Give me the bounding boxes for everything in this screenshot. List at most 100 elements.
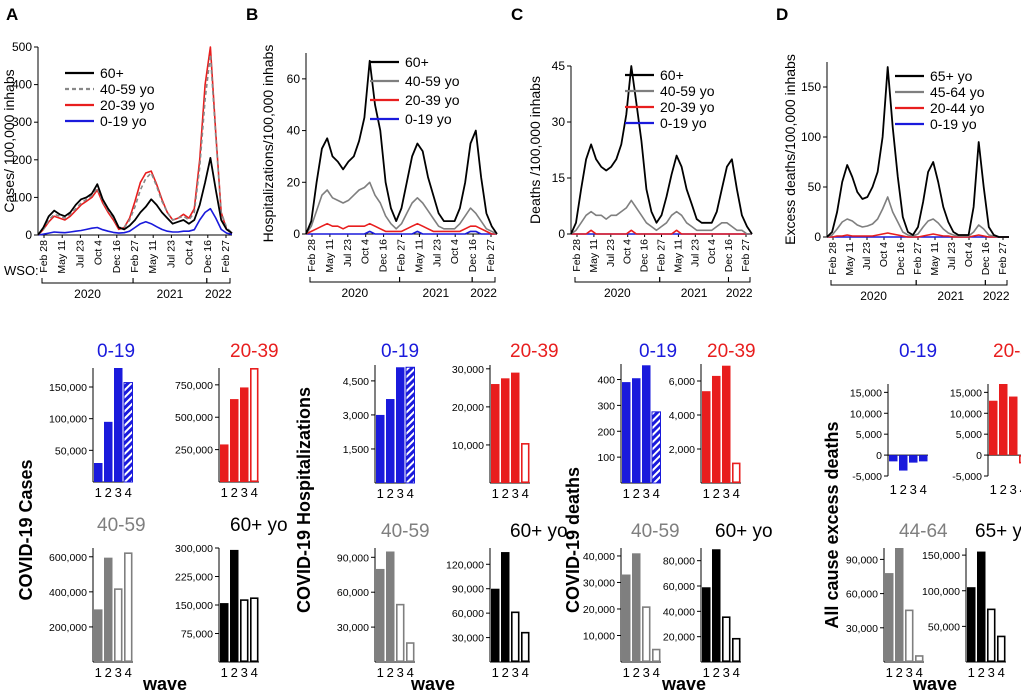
x-tick-label: 2 [633,486,640,501]
x-tick-label: Oct 4 [622,239,634,264]
x-tick-label: Dec 16 [639,239,651,272]
y-tick-label: 0 [293,227,300,241]
bar-group-D: All cause excess deaths wave 0-19 -5,000 0 5,… [822,341,1021,694]
bar [895,548,904,662]
small-bar-chart: 0-19 50,000 100,000 150,000 1 2 3 4 [49,341,135,500]
y-tick-label: 60,000 [452,608,484,620]
bar [240,599,249,662]
x-tick-label: Feb 27 [997,242,1009,275]
x-tick-label: 3 [512,486,519,501]
line-chart-C: C 0 15 30 45 Deaths /100,000 inhabs Feb 28 May … [511,5,753,300]
bar [491,588,500,662]
x-tick-label: Oct 4 [449,239,461,264]
bar [104,421,113,482]
x-tick-label: 1 [492,486,499,501]
year-bracket [471,277,496,283]
bar [651,411,661,484]
year-label: 2022 [470,286,497,300]
y-tick-label: 15,000 [850,387,882,399]
y-tick-label: 1,500 [343,444,369,456]
x-tick-label: 4 [653,486,660,501]
x-tick-label: 1 [886,665,893,680]
y-tick-label: 4,000 [669,410,695,422]
x-tick-label: May 11 [413,239,425,273]
small-chart-title: 60+ yo [510,521,568,542]
legend-label: 65+ yo [930,68,973,84]
small-chart-title: 20-39 [510,341,559,362]
x-tick-label: 3 [397,486,404,501]
x-tick-label: Jul 23 [165,240,177,268]
x-tick-label: 2 [978,665,985,680]
x-tick-label: 3 [723,665,730,680]
x-tick-label: Dec 16 [202,240,214,273]
y-tick-label: 150,000 [49,382,87,394]
y-tick-label: -5,000 [952,471,982,483]
small-bar-chart: 60+ yo 75,000 150,000 225,000 300,000 1 2 3 4 [175,515,288,680]
y-tick-label: 400 [12,78,32,92]
year-label: 2022 [983,289,1010,303]
small-bar-chart: 20-39 250,000 500,000 750,000 1 2 3 4 [175,341,279,500]
x-tick-label: Oct 4 [93,240,105,265]
y-tick-label: 2,000 [669,444,695,456]
x-tick-label: Oct 4 [360,239,372,264]
small-bar-chart: 40-59 200,000 400,000 600,000 1 2 3 4 [49,515,146,680]
year-bracket [309,277,401,283]
y-tick-label: 60 [287,72,301,86]
legend-label: 20-39 yo [660,99,715,115]
y-tick-label: 150,000 [922,550,960,562]
x-tick-label: Feb 27 [740,239,752,272]
bar-group-A: COVID-19 Cases wave 0-19 50,000 100,000 150,0… [16,341,288,694]
small-chart-title: 40-59 [97,515,146,536]
y-tick-label: 60,000 [337,587,369,599]
bar [999,384,1008,456]
series-line-1 [826,196,1009,238]
y-tick-label: 30,000 [452,364,484,376]
small-chart-title: 40-59 [381,521,430,542]
y-tick-label: 40,000 [583,551,615,563]
bar [622,382,631,483]
x-tick-label: Oct 4 [963,242,975,267]
bar [702,391,711,483]
x-tick-label: 2 [633,665,640,680]
y-tick-label: 50,000 [928,621,960,633]
x-tick-label: 3 [397,665,404,680]
y-tick-label: 100 [801,130,821,144]
small-chart-title: 60+ yo [230,515,288,536]
bar [885,573,894,662]
series-line-3 [306,230,497,235]
bar [642,365,651,483]
x-tick-label: Feb 27 [220,240,232,273]
y-tick-label: 45 [552,59,566,73]
year-label: 2022 [205,287,232,301]
series-line-0 [570,65,753,235]
year-bracket [830,280,917,286]
x-tick-label: 1 [703,486,710,501]
bar [123,382,133,483]
x-tick-label: 3 [910,482,917,497]
year-bracket [399,277,473,283]
y-tick-label: 50,000 [55,445,87,457]
y-tick-label: 0 [558,227,565,241]
x-tick-label: 2 [896,665,903,680]
bar [250,367,259,482]
legend-label: 0-19 yo [405,111,452,127]
bar [721,616,731,663]
x-tick-label: Feb 27 [485,239,497,272]
small-bar-chart: 0-19 100 200 300 400 1 2 3 4 [597,341,677,501]
small-chart-title: 0-19 [381,341,419,362]
y-tick-label: 10,000 [950,408,982,420]
x-tick-label: 1 [377,665,384,680]
y-tick-label: 15 [552,171,566,185]
y-tick-label: 6,000 [669,376,695,388]
bar [520,631,530,663]
x-tick-label: 4 [998,665,1005,680]
x-tick-label: Jul 23 [605,239,617,267]
x-tick-label: 3 [643,665,650,680]
x-tick-label: Oct 4 [706,239,718,264]
bar [386,399,395,483]
x-tick-label: 3 [115,665,122,680]
small-chart-title: 65+ yo [975,521,1021,542]
small-chart-title: 20-39 [707,341,756,362]
legend-label: 40-59 yo [100,81,155,97]
